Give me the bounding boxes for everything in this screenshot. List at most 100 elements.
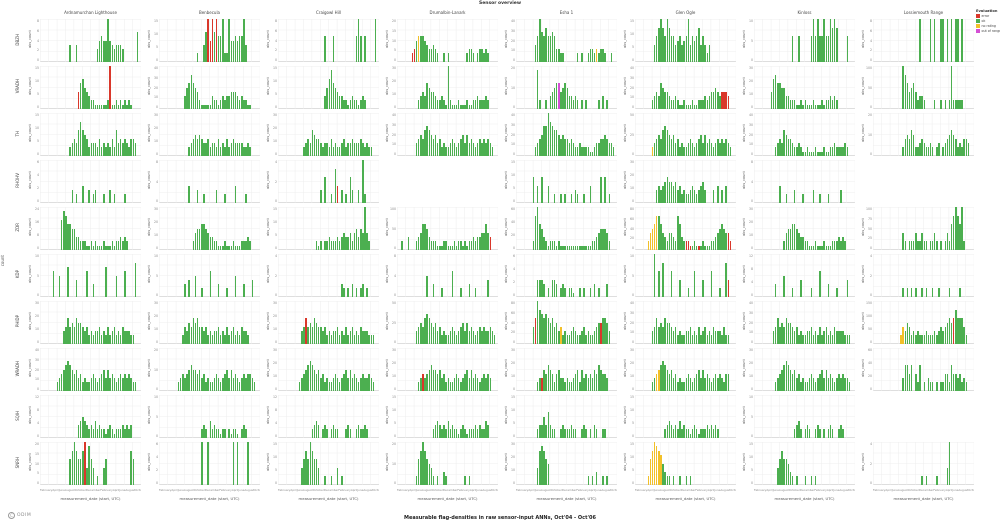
bar: [203, 373, 205, 391]
plot-area: [397, 395, 498, 438]
y-tick-label: 0: [631, 481, 634, 485]
bar: [587, 245, 589, 250]
bar: [109, 147, 111, 156]
bar: [186, 373, 188, 391]
bar: [685, 429, 687, 438]
plot-area: [635, 160, 736, 203]
y-axis-ticks: 10 5 0: [33, 252, 40, 297]
bar: [69, 365, 71, 391]
bar: [198, 369, 201, 391]
bar: [188, 369, 190, 391]
bar: [600, 322, 602, 344]
panel-y-axis-label: abs_count: [742, 171, 746, 190]
bar: [84, 241, 86, 250]
x-tick-label: April: [707, 488, 715, 492]
y-axis-ticks: 20 10 0: [152, 346, 159, 391]
bar: [604, 429, 606, 438]
bar: [710, 91, 713, 109]
logo: C ODIM: [8, 512, 31, 519]
bar: [923, 241, 925, 250]
bar: [336, 429, 339, 438]
bar: [683, 241, 685, 250]
bar: [952, 215, 955, 250]
plot-area: [397, 113, 498, 156]
bar: [77, 459, 80, 485]
bar: [679, 476, 681, 485]
panel: abs_count 8 6 4 2 0: [861, 17, 974, 62]
plot-area: [40, 113, 141, 156]
bar: [719, 331, 721, 344]
bar: [311, 326, 314, 344]
bar: [917, 241, 919, 250]
y-tick-label: 10: [629, 408, 634, 412]
bar: [944, 326, 946, 344]
panel: abs_count 40 30 20 10 0: [147, 64, 260, 109]
bar: [691, 382, 694, 391]
bar: [428, 49, 431, 62]
y-axis-ticks: 12 8 4 0: [747, 252, 754, 297]
bar: [88, 190, 90, 203]
bar: [247, 237, 249, 250]
bar: [904, 331, 907, 344]
bar: [952, 100, 955, 109]
y-tick-label: 0: [274, 105, 277, 109]
bar: [696, 245, 698, 250]
bar: [79, 459, 82, 485]
panel-y-axis-label: abs_count: [266, 171, 270, 190]
bar: [572, 143, 575, 156]
bar: [961, 19, 963, 62]
bar: [353, 143, 356, 156]
y-tick-label: 0: [155, 340, 158, 344]
bar: [825, 245, 827, 250]
bar: [441, 429, 443, 438]
panel-y-axis-label: abs_count: [504, 453, 508, 472]
bar: [789, 100, 792, 109]
bar: [320, 241, 322, 250]
bar: [555, 83, 558, 109]
x-axis-title: measurement_date (start, UTC): [893, 496, 954, 501]
bar: [570, 138, 573, 156]
bar: [927, 147, 930, 156]
bar: [829, 245, 832, 250]
bar: [781, 87, 783, 109]
x-tick-label: April: [826, 488, 834, 492]
bar: [103, 369, 105, 391]
panel: abs_count 8 6 4 2 0: [266, 17, 379, 62]
bar: [948, 288, 951, 297]
y-tick-label: 0: [512, 387, 515, 391]
bar: [704, 96, 706, 109]
bar: [963, 326, 965, 344]
bar: [727, 335, 730, 344]
bar: [687, 194, 690, 203]
bar: [915, 232, 917, 250]
y-tick-label: 10: [34, 254, 39, 258]
bar: [553, 429, 556, 438]
y-tick-label: 2: [36, 186, 39, 190]
bar: [353, 373, 356, 391]
bar: [224, 147, 226, 156]
bar: [447, 53, 449, 62]
bar: [103, 143, 105, 156]
y-tick-label: 150: [866, 301, 873, 305]
y-tick-label: 0: [512, 434, 515, 438]
bar: [126, 331, 128, 344]
bar: [689, 378, 692, 391]
plot-area: [159, 301, 260, 344]
bar: [560, 91, 562, 109]
bar: [842, 373, 844, 391]
bar: [689, 104, 692, 109]
y-tick-label: 50: [867, 327, 872, 331]
panel-y-axis-label: abs_count: [385, 406, 389, 425]
bar: [86, 467, 88, 485]
facet-grid: Ardnamurchan Lighthouse Benbecula Craigowl…: [12, 6, 974, 504]
y-tick-label: 30: [629, 348, 634, 352]
bar: [708, 44, 711, 62]
bar: [543, 369, 545, 391]
bar: [825, 326, 827, 344]
bar: [455, 373, 458, 391]
bar: [804, 335, 806, 344]
bar: [415, 143, 418, 156]
panel: abs_count 10 5 0: [623, 252, 736, 297]
bar: [217, 138, 220, 156]
